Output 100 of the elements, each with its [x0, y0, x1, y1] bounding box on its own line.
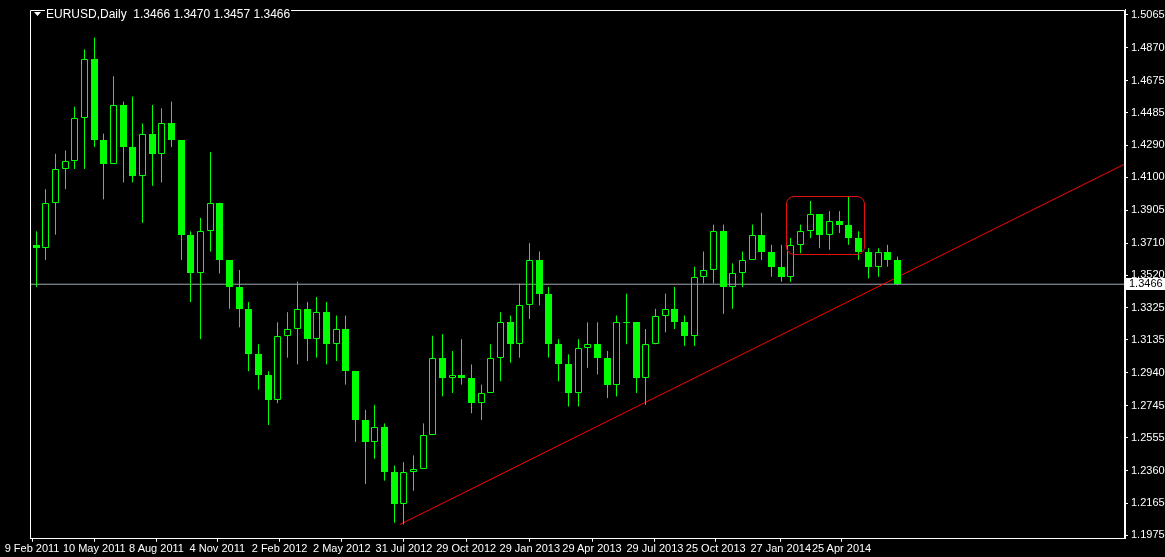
y-tick-label: 1.5065	[1131, 7, 1165, 20]
candlestick	[33, 230, 40, 288]
candlestick	[555, 338, 562, 382]
candlestick	[575, 338, 582, 408]
x-tick-label: 25 Oct 2013	[685, 542, 746, 555]
x-tick-label: 4 Nov 2011	[189, 542, 246, 555]
y-tick-label: 1.2745	[1131, 398, 1165, 411]
candlestick	[274, 321, 281, 404]
y-tick-label: 1.1975	[1131, 528, 1165, 541]
candlestick	[875, 247, 882, 278]
candlestick	[71, 106, 78, 170]
candlestick	[207, 151, 214, 253]
candlestick	[487, 343, 494, 394]
candlestick	[845, 195, 852, 246]
x-tick-label: 2 May 2012	[313, 542, 371, 555]
candlestick	[662, 293, 669, 333]
candlestick	[110, 75, 117, 165]
candlestick	[768, 244, 775, 278]
candlestick	[836, 210, 843, 234]
candlestick	[81, 48, 88, 170]
x-tick-label: 10 May 2011	[62, 542, 126, 555]
x-tick-label: 25 Apr 2014	[811, 542, 872, 555]
chart-title: EURUSD,Daily 1.3466 1.3470 1.3457 1.3466	[45, 7, 292, 21]
candlestick	[420, 422, 427, 470]
candlestick	[671, 286, 678, 330]
y-tick-label: 1.3905	[1131, 203, 1165, 216]
candlestick	[371, 404, 378, 460]
x-tick-label: 27 Jan 2014	[750, 542, 812, 555]
candlestick	[507, 315, 514, 364]
x-tick-label: 29 Jul 2013	[626, 542, 684, 555]
candlestick	[149, 104, 156, 187]
candlestick	[652, 308, 659, 345]
candlestick	[62, 149, 69, 190]
candlestick	[100, 133, 107, 200]
candlestick	[778, 244, 785, 283]
candlestick	[691, 266, 698, 347]
y-tick-label: 1.4870	[1131, 40, 1165, 53]
y-tick-label: 1.2940	[1131, 365, 1165, 378]
candlestick	[613, 315, 620, 397]
y-tick-label: 1.4100	[1131, 170, 1165, 183]
x-tick-label: 29 Apr 2013	[562, 542, 622, 555]
y-tick-label: 1.3325	[1131, 301, 1165, 314]
candlestick	[623, 293, 630, 345]
y-tick-label: 1.2555	[1131, 430, 1165, 443]
candlestick	[816, 213, 823, 249]
candlestick	[284, 311, 291, 359]
candlestick	[294, 281, 301, 365]
candlestick	[758, 212, 765, 261]
candlestick	[739, 251, 746, 288]
candlestick	[449, 350, 456, 394]
candlestick	[594, 321, 601, 376]
y-tick-label: 1.4290	[1131, 138, 1165, 151]
candlestick	[797, 224, 804, 254]
candlestick	[400, 461, 407, 525]
candlestick	[807, 200, 814, 239]
y-tick-label: 1.3135	[1131, 333, 1165, 346]
candlestick	[826, 210, 833, 251]
candlestick	[52, 153, 59, 236]
candlestick	[439, 333, 446, 397]
candlestick	[584, 321, 591, 369]
x-tick-label: 9 Feb 2011	[4, 542, 60, 555]
candlestick	[410, 454, 417, 492]
candlestick	[787, 237, 794, 283]
y-tick-label: 1.3710	[1131, 236, 1165, 249]
candlestick	[497, 311, 504, 382]
candlestick	[478, 384, 485, 421]
candlestick	[158, 107, 165, 183]
y-tick-label: 1.4485	[1131, 105, 1165, 118]
candlestick	[710, 224, 717, 285]
y-tick-label: 1.4675	[1131, 73, 1165, 86]
x-tick-label: 8 Aug 2011	[129, 542, 184, 555]
y-tick-label: 1.2165	[1131, 496, 1165, 509]
candlestick	[729, 262, 736, 310]
candlestick	[333, 315, 340, 362]
candlestick	[42, 188, 49, 261]
candlestick	[855, 230, 862, 261]
x-tick-label: 29 Oct 2012	[436, 542, 497, 555]
candlestick	[865, 247, 872, 279]
candlestick	[362, 409, 369, 485]
candlestick	[894, 256, 901, 286]
candlestick	[313, 296, 320, 359]
candlestick	[642, 328, 649, 406]
candlestick	[429, 335, 436, 436]
candlestick	[884, 244, 891, 268]
candlestick	[197, 217, 204, 340]
candlestick	[236, 269, 243, 328]
candlestick	[749, 224, 756, 261]
candlestick	[139, 122, 146, 224]
candlestick	[168, 101, 175, 148]
candlestick	[516, 283, 523, 359]
x-tick-label: 2 Feb 2012	[251, 542, 308, 555]
ref-line-label: 1.3466	[1129, 277, 1163, 290]
candlestick	[255, 343, 262, 391]
y-tick-label: 1.2360	[1131, 463, 1165, 476]
candlestick	[681, 315, 688, 347]
x-tick-label: 31 Jul 2012	[375, 542, 433, 555]
candlestick	[526, 242, 533, 320]
candlestick	[700, 251, 707, 285]
x-tick-label: 29 Jan 2013	[499, 542, 561, 555]
candlestick	[458, 338, 465, 386]
